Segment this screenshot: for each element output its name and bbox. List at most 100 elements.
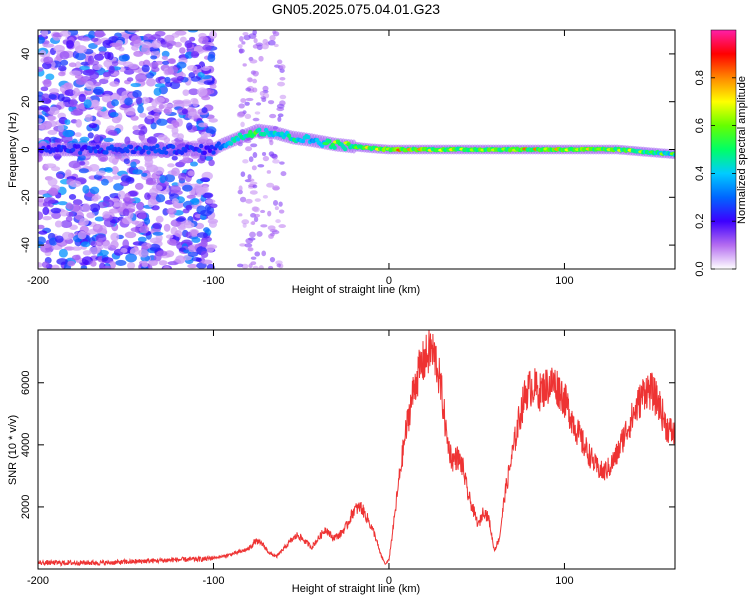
ridge-cell — [342, 146, 348, 152]
noise-cell — [182, 184, 193, 192]
ridge-cell — [155, 143, 160, 149]
noise-cell — [102, 199, 115, 208]
noise-cell — [239, 196, 247, 203]
noise-cell — [262, 194, 269, 199]
noise-cell — [132, 169, 143, 175]
noise-cell — [279, 77, 286, 81]
noise-cell — [68, 160, 81, 169]
noise-cell — [272, 186, 281, 191]
noise-cell — [144, 192, 151, 200]
noise-cell — [206, 263, 215, 269]
noise-cell — [248, 263, 253, 269]
noise-cell — [190, 197, 200, 206]
ridge-cell — [128, 144, 134, 149]
noise-cell — [87, 132, 94, 139]
colorbar-tick-label: 0.8 — [694, 70, 706, 85]
noise-cell — [102, 265, 112, 269]
noise-cell — [84, 114, 93, 122]
noise-cell — [266, 182, 275, 188]
snr-y-label: SNR (10 * v/v) — [7, 415, 19, 485]
noise-cell — [42, 106, 51, 112]
noise-cell — [42, 216, 53, 221]
noise-cell — [144, 217, 151, 225]
noise-cell — [89, 186, 100, 195]
noise-cell — [267, 225, 276, 231]
noise-cell — [71, 246, 83, 251]
noise-cell — [201, 65, 210, 72]
noise-cell — [153, 112, 160, 118]
noise-cell — [276, 59, 283, 65]
noise-cell — [208, 220, 218, 228]
noise-cell — [47, 115, 57, 121]
noise-cell — [93, 53, 105, 61]
noise-cell — [200, 131, 208, 139]
y-tick-label: 6000 — [20, 371, 32, 395]
noise-cell — [187, 30, 199, 33]
noise-cell — [186, 194, 196, 199]
noise-cell — [188, 88, 199, 96]
noise-cell — [181, 108, 188, 115]
chart-title: GN05.2025.075.04.01.G23 — [272, 1, 440, 17]
spectrogram-marks — [38, 30, 675, 269]
noise-cell — [120, 247, 128, 253]
ridge-cell — [55, 148, 60, 153]
noise-cell — [201, 95, 211, 101]
noise-cell — [245, 87, 252, 92]
noise-cell — [187, 64, 198, 72]
noise-cell — [176, 76, 185, 81]
snr-x-label: Height of straight line (km) — [292, 583, 420, 595]
noise-cell — [184, 40, 193, 49]
noise-cell — [159, 175, 167, 184]
noise-cell — [277, 81, 286, 87]
noise-cell — [166, 43, 173, 50]
noise-cell — [252, 70, 259, 77]
noise-cell — [90, 37, 99, 42]
noise-cell — [85, 80, 94, 90]
ridge-cell — [170, 144, 176, 150]
noise-cell — [171, 198, 179, 205]
noise-cell — [145, 78, 156, 87]
noise-cell — [186, 122, 193, 131]
noise-cell — [274, 64, 281, 68]
noise-cell — [88, 123, 98, 129]
noise-cell — [158, 260, 168, 266]
noise-cell — [93, 106, 104, 111]
ridge-cell — [209, 144, 214, 150]
noise-cell — [249, 181, 258, 185]
noise-cell — [139, 225, 150, 234]
noise-cell — [43, 43, 55, 48]
noise-cell — [179, 36, 187, 43]
noise-cell — [190, 50, 200, 59]
noise-cell — [254, 251, 261, 257]
x-tick-label: -200 — [27, 275, 49, 287]
spectrogram-y-label: Frequency (Hz) — [7, 112, 19, 188]
noise-cell — [38, 123, 51, 131]
noise-cell — [256, 231, 263, 237]
noise-cell — [154, 83, 166, 88]
noise-cell — [132, 129, 144, 136]
x-tick-label: 0 — [386, 275, 392, 287]
noise-cell — [111, 60, 119, 67]
ridge-cell — [146, 150, 151, 155]
noise-cell — [164, 173, 176, 183]
noise-cell — [167, 163, 175, 168]
noise-cell — [179, 47, 186, 54]
noise-cell — [279, 64, 286, 70]
noise-cell — [252, 78, 258, 84]
noise-cell — [64, 119, 71, 126]
noise-cell — [134, 182, 144, 190]
ridge-cell — [144, 145, 149, 151]
noise-cell — [124, 97, 133, 106]
noise-cell — [258, 265, 264, 269]
noise-cell — [247, 174, 252, 180]
noise-cell — [168, 58, 176, 65]
snr-y-ticks: 2000 4000 6000 — [20, 371, 675, 519]
snr-chart: -200 -100 0 100 2000 4000 6000 Height of stra… — [7, 329, 676, 595]
noise-cell — [245, 146, 253, 152]
noise-cell — [80, 265, 88, 269]
noise-cell — [118, 54, 129, 62]
noise-cell — [109, 208, 118, 214]
x-tick-label: 0 — [386, 575, 392, 587]
noise-cell — [267, 210, 272, 217]
